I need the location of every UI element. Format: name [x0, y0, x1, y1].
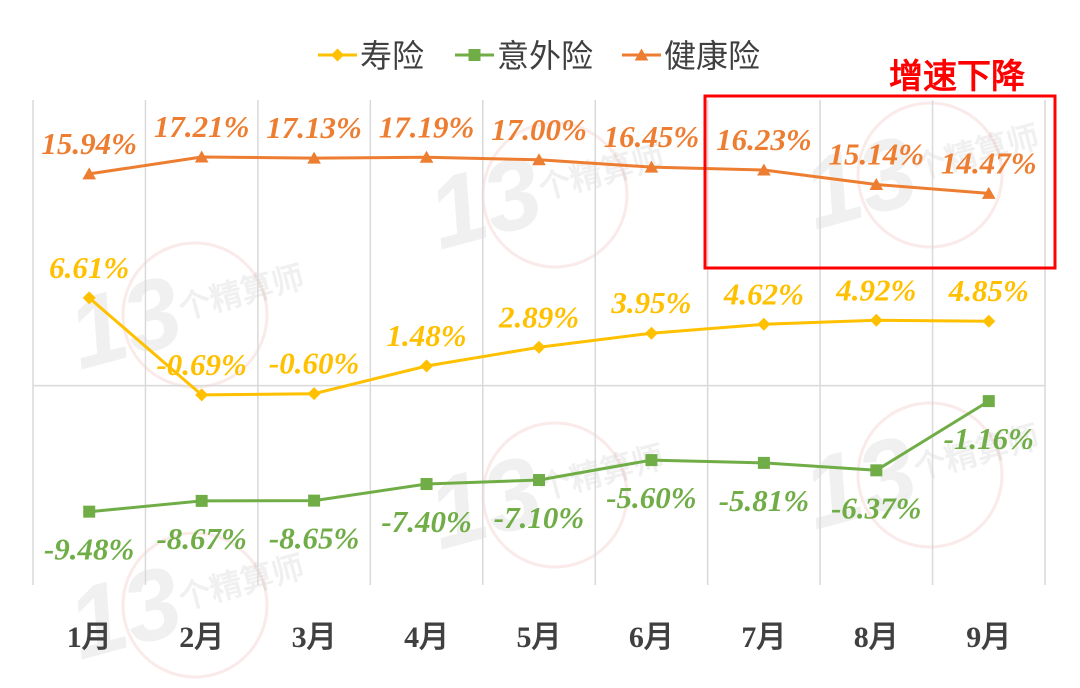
health-insurance-marker: [82, 167, 97, 180]
x-tick-label: 9月: [966, 621, 1011, 654]
life-insurance-data-label: 4.92%: [835, 272, 916, 307]
health-insurance-data-label: 16.23%: [716, 122, 812, 157]
health-insurance-marker: [644, 160, 659, 173]
x-tick-label: 3月: [292, 621, 337, 654]
accident-insurance-data-label: -7.10%: [494, 500, 584, 535]
life-insurance-data-label: -0.69%: [156, 347, 246, 382]
legend-label: 意外险: [497, 37, 593, 75]
watermark-number: 13: [792, 414, 928, 551]
legend-marker: [331, 48, 344, 62]
legend-item-life-insurance: 寿险: [318, 37, 424, 75]
annotation-text: 增速下降: [889, 57, 1026, 97]
x-tick-label: 2月: [179, 621, 224, 654]
accident-insurance-marker: [870, 464, 883, 477]
accident-insurance-marker: [195, 494, 208, 507]
watermark-text: 个精算师: [175, 548, 308, 618]
life-insurance-marker: [307, 387, 321, 401]
accident-insurance-data-label: -1.16%: [944, 421, 1034, 456]
health-insurance-data-label: 15.14%: [829, 137, 925, 172]
x-tick-label: 5月: [517, 621, 562, 654]
x-tick-label: 7月: [741, 621, 786, 654]
health-insurance-marker: [757, 163, 771, 176]
legend-marker: [468, 49, 481, 61]
x-tick-label: 1月: [67, 621, 112, 654]
health-insurance-data-label: 17.00%: [491, 112, 587, 147]
health-insurance-marker: [532, 153, 546, 166]
health-insurance-data-label: 17.13%: [266, 110, 362, 145]
life-insurance-data-label: 4.62%: [723, 276, 804, 311]
legend: 寿险 意外险 健康险: [318, 37, 760, 75]
x-axis: 1月 2月 3月 4月 5月 6月 7月 8月 9月: [67, 621, 1012, 654]
watermark-ring: [856, 101, 1004, 249]
life-insurance-marker: [532, 340, 546, 354]
health-insurance-data-label: 17.21%: [154, 109, 250, 144]
accident-insurance-marker: [533, 474, 545, 487]
life-insurance-data-label: 4.85%: [948, 273, 1029, 308]
accident-insurance-data-label: -6.37%: [831, 490, 921, 525]
legend-item-health-insurance: 健康险: [622, 37, 760, 75]
health-insurance-marker: [194, 150, 209, 163]
accident-insurance-marker: [308, 494, 321, 507]
x-tick-label: 8月: [854, 621, 899, 654]
life-insurance-data-label: -0.60%: [269, 346, 359, 381]
health-insurance-data-label: 15.94%: [41, 126, 137, 161]
life-insurance-marker: [82, 291, 96, 305]
life-insurance-data-label: 3.95%: [610, 285, 691, 320]
life-insurance-marker: [757, 317, 771, 331]
x-tick-label: 4月: [404, 621, 449, 654]
accident-insurance-marker: [645, 454, 658, 467]
health-insurance-marker: [869, 178, 884, 191]
health-insurance-marker: [981, 186, 996, 199]
accident-insurance-data-label: -7.40%: [381, 504, 471, 539]
health-insurance-data-label: 14.47%: [941, 145, 1037, 180]
life-insurance-marker: [644, 326, 658, 340]
x-tick-label: 6月: [629, 621, 674, 654]
accident-insurance-data-label: -5.60%: [606, 480, 696, 515]
health-insurance-data-label: 16.45%: [604, 119, 700, 154]
life-insurance-marker: [982, 314, 996, 328]
watermark-ring: [121, 241, 269, 389]
legend-label: 健康险: [664, 37, 760, 75]
annotation: 增速下降: [703, 57, 1057, 270]
accident-insurance-data-label: -9.48%: [44, 532, 134, 567]
gridlines: [32, 100, 1046, 585]
series-layer: [82, 150, 996, 518]
legend-label: 寿险: [360, 37, 424, 75]
life-insurance-data-label: 1.48%: [387, 318, 467, 353]
health-insurance-data-label: 17.19%: [379, 109, 475, 144]
life-insurance-marker: [420, 359, 434, 373]
accident-insurance-marker: [420, 478, 433, 491]
watermark-text: 个精算师: [175, 258, 308, 328]
life-insurance-marker: [195, 388, 209, 402]
legend-item-accident-insurance: 意外险: [455, 37, 593, 75]
life-insurance-marker: [869, 313, 883, 327]
watermark-ring: [121, 531, 269, 679]
accident-insurance-data-label: -5.81%: [719, 483, 809, 518]
accident-insurance-data-label: -8.67%: [156, 521, 246, 556]
accident-insurance-data-label: -8.65%: [269, 521, 359, 556]
highlight-box: [703, 94, 1057, 270]
watermark-ring: [856, 401, 1004, 549]
health-insurance-marker: [307, 151, 321, 164]
accident-insurance-marker: [83, 505, 96, 518]
life-insurance-data-label: 2.89%: [498, 299, 579, 334]
accident-insurance-marker: [757, 456, 770, 469]
legend-marker: [634, 48, 649, 61]
life-insurance-data-label: 6.61%: [49, 250, 129, 285]
accident-insurance-marker: [982, 395, 995, 408]
data-labels: 6.61% -0.69% -0.60% 1.48% 2.89% 3.95% 4.62% 4.9…: [41, 109, 1036, 567]
health-insurance-marker: [419, 150, 434, 163]
watermark-number: 13: [417, 134, 553, 271]
